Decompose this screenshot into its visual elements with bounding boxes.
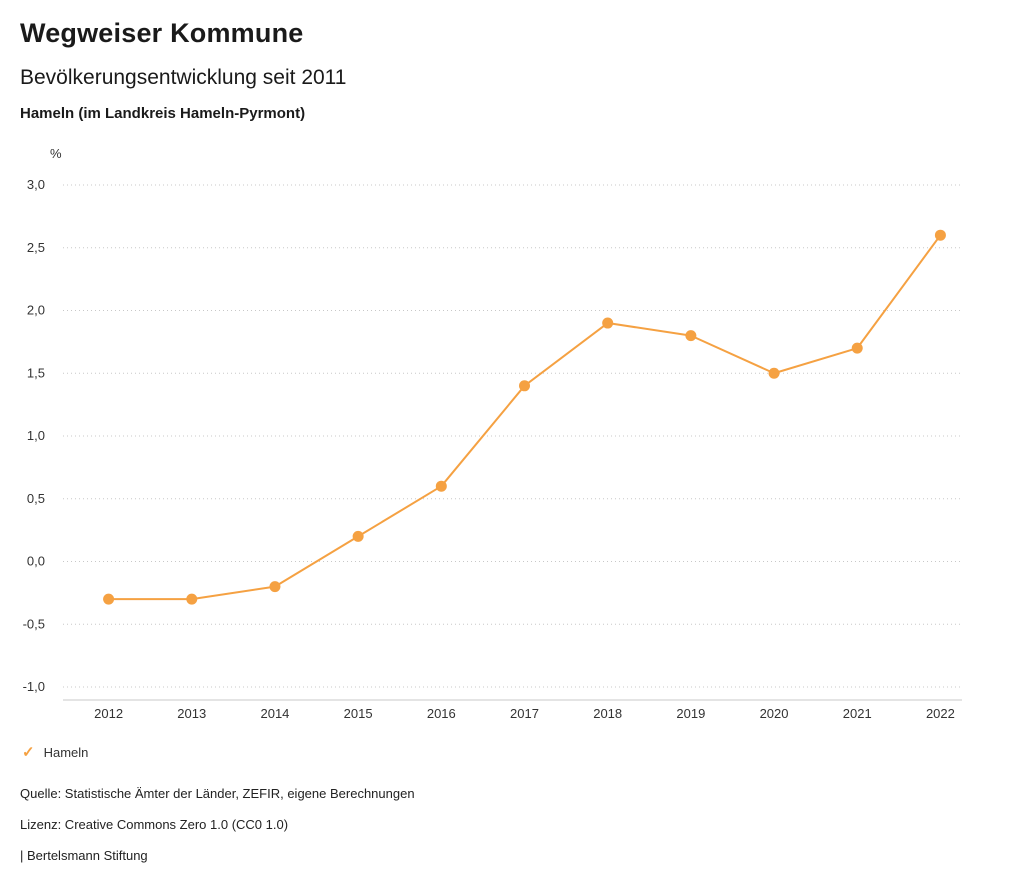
svg-text:2022: 2022 — [926, 706, 955, 721]
svg-text:2,5: 2,5 — [27, 240, 45, 255]
svg-text:-0,5: -0,5 — [23, 616, 45, 631]
chart-title: Bevölkerungsentwicklung seit 2011 — [20, 66, 347, 89]
svg-text:2014: 2014 — [260, 706, 289, 721]
svg-text:2019: 2019 — [676, 706, 705, 721]
svg-text:1,0: 1,0 — [27, 428, 45, 443]
legend-item-hameln[interactable]: ✓ Hameln — [22, 745, 88, 760]
svg-text:2,0: 2,0 — [27, 303, 45, 318]
svg-text:-1,0: -1,0 — [23, 679, 45, 694]
svg-text:2018: 2018 — [593, 706, 622, 721]
attribution-text: | Bertelsmann Stiftung — [20, 848, 148, 863]
source-text: Quelle: Statistische Ämter der Länder, Z… — [20, 786, 415, 801]
svg-text:2013: 2013 — [177, 706, 206, 721]
population-line-chart: 3,0 2,5 2,0 1,5 1,0 0,5 0,0 -0,5 -1,0 2012 2013 201… — [23, 177, 962, 721]
legend-item-label: Hameln — [43, 745, 89, 760]
svg-text:2021: 2021 — [843, 706, 872, 721]
chart-region-subtitle: Hameln (im Landkreis Hameln-Pyrmont) — [20, 105, 306, 122]
svg-text:2012: 2012 — [94, 706, 123, 721]
page-title: Wegweiser Kommune — [20, 18, 304, 48]
svg-text:2015: 2015 — [344, 706, 373, 721]
svg-text:3,0: 3,0 — [27, 177, 45, 192]
svg-text:2017: 2017 — [510, 706, 539, 721]
svg-text:2016: 2016 — [427, 706, 456, 721]
svg-text:0,5: 0,5 — [27, 491, 45, 506]
license-text: Lizenz: Creative Commons Zero 1.0 (CC0 1… — [20, 817, 289, 832]
y-axis-unit-label: % — [50, 146, 62, 161]
svg-text:0,0: 0,0 — [27, 554, 45, 569]
svg-text:2020: 2020 — [760, 706, 789, 721]
svg-text:1,5: 1,5 — [27, 365, 45, 380]
legend-check-icon: ✓ — [22, 744, 35, 761]
